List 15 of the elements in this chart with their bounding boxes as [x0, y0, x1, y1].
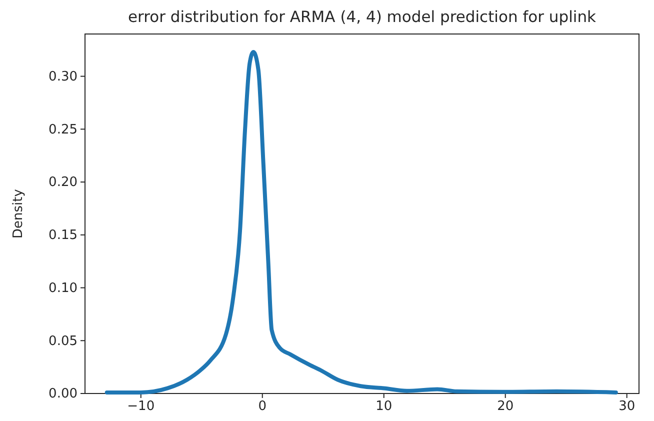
y-axis-title: Density — [11, 188, 26, 238]
x-tick-label: 20 — [497, 399, 514, 414]
x-tick-label: 0 — [258, 399, 267, 414]
y-tick-label: 0.00 — [48, 386, 78, 402]
x-tick-label: 30 — [618, 399, 636, 414]
chart-title: error distribution for ARMA (4, 4) model prediction for uplink — [128, 8, 596, 26]
y-tick-label: 0.20 — [48, 175, 78, 190]
y-tick-label: 0.25 — [48, 122, 78, 138]
x-tick-label: −10 — [127, 399, 155, 414]
line-series — [104, 50, 618, 394]
y-tick-label: 0.10 — [48, 280, 78, 296]
x-tick-label: 10 — [376, 399, 392, 414]
y-tick-label: 0.30 — [48, 69, 78, 84]
y-tick-label: 0.05 — [48, 334, 78, 349]
y-tick-label: 0.15 — [48, 228, 78, 244]
